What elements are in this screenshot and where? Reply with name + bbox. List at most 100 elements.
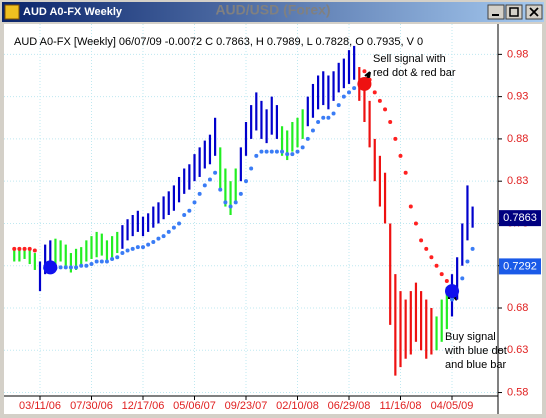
resistance-dot (32, 248, 37, 253)
support-dot (218, 187, 223, 192)
x-tick-label: 12/17/06 (122, 400, 165, 412)
support-dot (223, 200, 228, 205)
resistance-dot (419, 238, 424, 243)
support-dot (274, 149, 279, 154)
support-dot (94, 259, 99, 264)
x-tick-label: 11/16/08 (379, 400, 421, 412)
y-tick-label: 0.68 (507, 302, 528, 314)
close-icon (529, 7, 539, 17)
y-tick-label: 0.63 (507, 344, 528, 356)
support-dot (146, 242, 151, 247)
resistance-dot (413, 221, 418, 226)
resistance-dot (372, 90, 377, 95)
x-tick-label: 06/29/08 (328, 400, 371, 412)
support-dot (450, 297, 454, 302)
price-label-box (499, 210, 541, 227)
minimize-button[interactable] (487, 4, 505, 20)
support-dot (89, 262, 94, 267)
support-dot (115, 255, 120, 260)
support-dot (305, 136, 310, 141)
support-dot (187, 208, 192, 213)
support-dot (259, 149, 264, 154)
support-dot (197, 191, 202, 196)
window-title: AUD A0-FX Weekly (23, 6, 123, 18)
resistance-dot (362, 69, 367, 74)
support-dot (192, 200, 197, 205)
resistance-dot (22, 246, 27, 251)
support-dot (130, 246, 135, 251)
support-dot (269, 149, 274, 154)
support-dot (470, 246, 475, 251)
support-dot (161, 234, 166, 239)
support-dot (336, 103, 341, 108)
x-tick-label: 07/30/06 (70, 400, 113, 412)
support-dot (207, 177, 212, 182)
y-tick-label: 0.88 (507, 133, 528, 145)
x-tick-label: 05/06/07 (173, 400, 216, 412)
support-dot (316, 120, 321, 124)
title-bar (2, 2, 544, 22)
y-tick-label: 0.58 (507, 386, 528, 398)
support-dot (125, 248, 130, 253)
x-tick-label: 03/11/06 (19, 400, 61, 412)
maximize-button[interactable] (505, 4, 523, 20)
support-dot (244, 179, 248, 184)
support-dot (290, 152, 295, 157)
x-tick-label: 09/23/07 (225, 400, 268, 412)
resistance-dot (429, 255, 434, 260)
support-dot (280, 149, 285, 154)
support-dot (141, 245, 145, 250)
support-dot (104, 259, 109, 264)
support-dot (465, 259, 470, 264)
support-dot (300, 145, 305, 150)
support-dot (63, 265, 68, 270)
support-dot (352, 86, 357, 91)
price-label: 0.7292 (503, 260, 537, 272)
support-dot (74, 265, 79, 270)
resistance-dot (424, 246, 429, 251)
signal-dot (445, 284, 459, 299)
resistance-dot (434, 263, 439, 268)
y-tick-label: 0.98 (507, 48, 528, 60)
support-dot (156, 236, 161, 241)
support-dot (228, 204, 233, 209)
chart-title: AUD/USD (Forex) (215, 2, 330, 18)
support-dot (321, 115, 326, 120)
support-dot (233, 200, 238, 205)
support-dot (120, 251, 125, 256)
support-dot (99, 259, 104, 264)
resistance-dot (398, 153, 403, 158)
support-dot (331, 111, 336, 116)
annotation: Sell signal with (373, 53, 446, 65)
support-dot (166, 229, 171, 234)
support-dot (68, 265, 73, 270)
annotation: with blue dot (444, 345, 507, 357)
support-dot (326, 115, 331, 120)
resistance-dot (27, 246, 32, 251)
support-dot (341, 94, 346, 99)
x-tick-label: 02/10/08 (276, 400, 319, 412)
support-dot (84, 263, 89, 268)
support-dot (135, 245, 140, 250)
chart-header: AUD A0-FX [Weekly] 06/07/09 -0.0072 C 0.… (14, 36, 423, 48)
support-dot (295, 149, 300, 154)
resistance-dot (12, 246, 17, 251)
support-dot (254, 153, 259, 158)
maximize-icon (509, 7, 519, 17)
window-icon (4, 4, 20, 20)
signal-dot (43, 260, 58, 275)
price-label: 0.7863 (503, 212, 537, 224)
support-dot (347, 90, 351, 95)
resistance-dot (393, 136, 398, 141)
support-dot (213, 170, 218, 175)
resistance-dot (439, 272, 444, 277)
resistance-dot (403, 170, 408, 175)
support-dot (460, 276, 465, 281)
resistance-dot (408, 204, 413, 209)
annotation: Buy signal (445, 331, 496, 343)
support-dot (310, 128, 315, 133)
support-dot (202, 183, 207, 188)
support-dot (285, 152, 290, 157)
annotation: and blue bar (445, 359, 506, 371)
